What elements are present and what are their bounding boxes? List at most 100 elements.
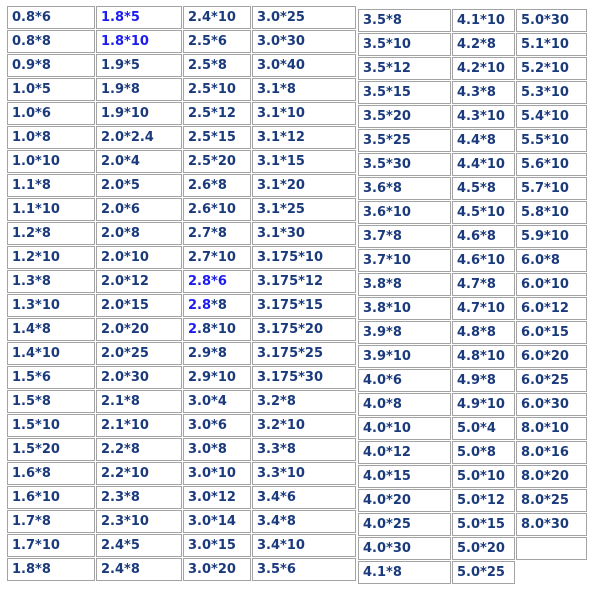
size-cell-r3-c1: 0.9*8 xyxy=(7,54,95,77)
size-cell-r4-c6: 4.3*8 xyxy=(452,81,515,104)
size-cell-r12-c4: 3.175*12 xyxy=(252,270,356,293)
size-cell-r23-c2: 2.4*5 xyxy=(96,534,182,557)
size-cell-r2-c3: 2.5*6 xyxy=(183,30,251,53)
table-row: 3.5*10 4.2*8 5.1*10 xyxy=(358,33,587,56)
size-cell-r24-c3: 3.0*20 xyxy=(183,558,251,581)
table-row: 3.5*12 4.2*10 5.2*10 xyxy=(358,57,587,80)
size-cell-r19-c6: 5.0*8 xyxy=(452,441,515,464)
size-cell-r3-c3: 2.5*8 xyxy=(183,54,251,77)
size-cell-r8-c4: 3.1*20 xyxy=(252,174,356,197)
size-cell-r8-c3: 2.6*8 xyxy=(183,174,251,197)
size-cell-r24-c6: 5.0*25 xyxy=(452,561,515,584)
size-cell-r14-c7: 6.0*15 xyxy=(516,321,587,344)
table-row: 3.9*10 4.8*10 6.0*20 xyxy=(358,345,587,368)
size-cell-r13-c5: 3.8*10 xyxy=(358,297,451,320)
size-cell-r4-c7: 5.3*10 xyxy=(516,81,587,104)
size-cell-r5-c6: 4.3*10 xyxy=(452,105,515,128)
table-row: 4.0*6 4.9*8 6.0*25 xyxy=(358,369,587,392)
size-cell-r10-c3: 2.7*8 xyxy=(183,222,251,245)
size-cell-r1-c4: 3.0*25 xyxy=(252,6,356,29)
table-row: 4.0*12 5.0*8 8.0*16 xyxy=(358,441,587,464)
size-cell-r9-c1: 1.1*10 xyxy=(7,198,95,221)
size-cell-r17-c7: 6.0*30 xyxy=(516,393,587,416)
size-cell-r17-c4: 3.2*8 xyxy=(252,390,356,413)
size-cell-r14-c5: 3.9*8 xyxy=(358,321,451,344)
size-cell-r11-c5: 3.7*10 xyxy=(358,249,451,272)
size-cell-r16-c6: 4.9*8 xyxy=(452,369,515,392)
size-cell-r2-c2[interactable]: 1.8*10 xyxy=(96,30,182,53)
size-cell-r5-c4: 3.1*10 xyxy=(252,102,356,125)
size-cell-r19-c2: 2.2*8 xyxy=(96,438,182,461)
size-cell-r6-c4: 3.1*12 xyxy=(252,126,356,149)
size-cell-r23-c5: 4.0*30 xyxy=(358,537,451,560)
table-row: 3.9*8 4.8*8 6.0*15 xyxy=(358,321,587,344)
table-row: 1.6*10 2.3*8 3.0*12 3.4*6 xyxy=(7,486,356,509)
size-cell-r19-c4: 3.3*8 xyxy=(252,438,356,461)
size-cell-r12-c1: 1.3*8 xyxy=(7,270,95,293)
size-cell-r10-c4: 3.1*30 xyxy=(252,222,356,245)
table-row: 1.2*8 2.0*8 2.7*8 3.1*30 xyxy=(7,222,356,245)
size-cell-r6-c6: 4.4*8 xyxy=(452,129,515,152)
size-cell-r18-c2: 2.1*10 xyxy=(96,414,182,437)
size-cell-r17-c1: 1.5*8 xyxy=(7,390,95,413)
size-table-left: 0.8*6 1.8*5 2.4*10 3.0*25 0.8*8 1.8*10 2.5*6 3.… xyxy=(6,5,357,582)
size-cell-r18-c6: 5.0*4 xyxy=(452,417,515,440)
size-cell-r3-c6: 4.2*10 xyxy=(452,57,515,80)
size-cell-r19-c1: 1.5*20 xyxy=(7,438,95,461)
size-cell-r2-c4: 3.0*30 xyxy=(252,30,356,53)
size-cell-r10-c5: 3.7*8 xyxy=(358,225,451,248)
size-cell-r18-c4: 3.2*10 xyxy=(252,414,356,437)
size-cell-r14-c1: 1.4*8 xyxy=(7,318,95,341)
size-table-container: 0.8*6 1.8*5 2.4*10 3.0*25 0.8*8 1.8*10 2.5*6 3.… xyxy=(6,5,588,585)
size-cell-r7-c6: 4.4*10 xyxy=(452,153,515,176)
size-cell-r13-c7: 6.0*12 xyxy=(516,297,587,320)
size-cell-r1-c5: 3.5*8 xyxy=(358,9,451,32)
table-row: 1.7*8 2.3*10 3.0*14 3.4*8 xyxy=(7,510,356,533)
size-cell-r14-c3[interactable]: 2.8*10 xyxy=(183,318,251,341)
table-row: 3.8*8 4.7*8 6.0*10 xyxy=(358,273,587,296)
size-cell-r23-c4: 3.4*10 xyxy=(252,534,356,557)
table-row: 3.5*8 4.1*10 5.0*30 xyxy=(358,9,587,32)
size-cell-r15-c1: 1.4*10 xyxy=(7,342,95,365)
size-cell-r19-c5: 4.0*12 xyxy=(358,441,451,464)
table-row: 1.5*20 2.2*8 3.0*8 3.3*8 xyxy=(7,438,356,461)
size-cell-r7-c7: 5.6*10 xyxy=(516,153,587,176)
size-cell-r14-c2: 2.0*20 xyxy=(96,318,182,341)
size-cell-r13-c2: 2.0*15 xyxy=(96,294,182,317)
size-cell-r5-c5: 3.5*20 xyxy=(358,105,451,128)
size-cell-r21-c2: 2.3*8 xyxy=(96,486,182,509)
size-cell-r20-c2: 2.2*10 xyxy=(96,462,182,485)
size-cell-r1-c2[interactable]: 1.8*5 xyxy=(96,6,182,29)
size-cell-r21-c7: 8.0*25 xyxy=(516,489,587,512)
size-cell-r17-c6: 4.9*10 xyxy=(452,393,515,416)
size-cell-r8-c7: 5.7*10 xyxy=(516,177,587,200)
size-cell-r12-c2: 2.0*12 xyxy=(96,270,182,293)
table-row: 4.0*8 4.9*10 6.0*30 xyxy=(358,393,587,416)
size-cell-r18-c3: 3.0*6 xyxy=(183,414,251,437)
table-row: 3.5*30 4.4*10 5.6*10 xyxy=(358,153,587,176)
size-cell-r4-c3: 2.5*10 xyxy=(183,78,251,101)
size-cell-r23-c6: 5.0*20 xyxy=(452,537,515,560)
size-cell-r13-c6: 4.7*10 xyxy=(452,297,515,320)
size-cell-r24-c1: 1.8*8 xyxy=(7,558,95,581)
size-cell-r12-c3[interactable]: 2.8*6 xyxy=(183,270,251,293)
size-cell-r12-c7: 6.0*10 xyxy=(516,273,587,296)
table-row: 1.7*10 2.4*5 3.0*15 3.4*10 xyxy=(7,534,356,557)
size-cell-r5-c1: 1.0*6 xyxy=(7,102,95,125)
size-cell-r13-c3[interactable]: 2.8*8 xyxy=(183,294,251,317)
table-row: 4.0*25 5.0*15 8.0*30 xyxy=(358,513,587,536)
size-cell-r16-c4: 3.175*30 xyxy=(252,366,356,389)
size-cell-r21-c3: 3.0*12 xyxy=(183,486,251,509)
size-cell-r18-c1: 1.5*10 xyxy=(7,414,95,437)
table-row: 1.0*8 2.0*2.4 2.5*15 3.1*12 xyxy=(7,126,356,149)
size-cell-r5-c3: 2.5*12 xyxy=(183,102,251,125)
size-cell-r3-c7: 5.2*10 xyxy=(516,57,587,80)
size-cell-r18-c7: 8.0*10 xyxy=(516,417,587,440)
size-cell-r20-c6: 5.0*10 xyxy=(452,465,515,488)
right-tbody: 3.5*8 4.1*10 5.0*30 3.5*10 4.2*8 5.1*10 3.5*12… xyxy=(358,9,587,584)
size-cell-r10-c6: 4.6*8 xyxy=(452,225,515,248)
table-row: 1.6*8 2.2*10 3.0*10 3.3*10 xyxy=(7,462,356,485)
table-row: 1.2*10 2.0*10 2.7*10 3.175*10 xyxy=(7,246,356,269)
size-cell-r19-c7: 8.0*16 xyxy=(516,441,587,464)
size-cell-r11-c7: 6.0*8 xyxy=(516,249,587,272)
